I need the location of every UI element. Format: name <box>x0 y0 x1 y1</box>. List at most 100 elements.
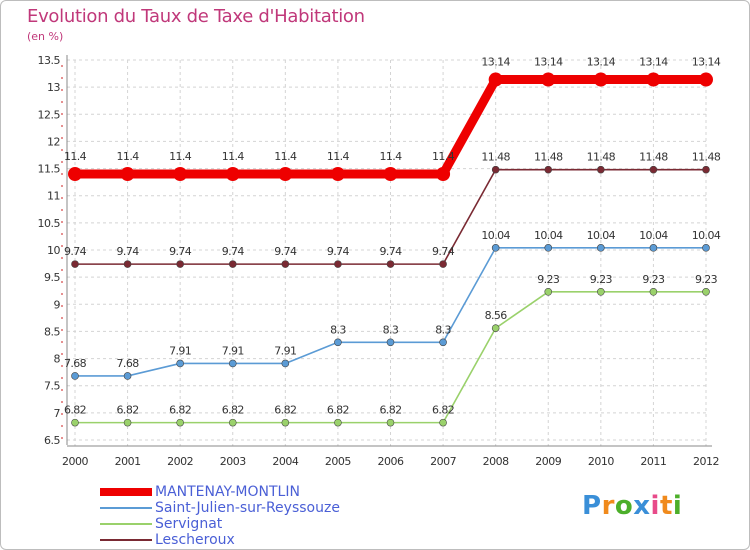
axis-layer: 6.5 7 7.5 8 8.5 9 9.5 10 10.5 11 11.5 12 12.5 13 13.5 2… <box>38 54 720 468</box>
data-label: 11.48 <box>692 151 721 164</box>
data-label: 10.04 <box>639 229 668 242</box>
data-label: 9.74 <box>64 245 87 258</box>
data-label: 11.4 <box>327 150 350 163</box>
data-point <box>544 244 553 252</box>
data-label: 13.14 <box>534 56 563 69</box>
data-label: 13.14 <box>481 56 510 69</box>
data-point <box>228 359 237 368</box>
proxiti-logo: Proxiti <box>582 491 682 521</box>
data-label: 6.82 <box>117 404 139 417</box>
data-label: 11.48 <box>481 151 510 164</box>
logo-letter: t <box>659 491 673 521</box>
data-point <box>597 287 605 296</box>
data-point <box>593 72 608 87</box>
data-point <box>491 165 500 174</box>
data-point <box>491 324 500 332</box>
x-tick-label: 2000 <box>62 455 88 468</box>
data-label: 7.91 <box>274 344 296 357</box>
chart-unit-label: (en %) <box>27 30 64 43</box>
data-point <box>649 244 658 252</box>
data-label: 11.4 <box>222 150 245 163</box>
legend-label: MANTENAY-MONTLIN <box>155 484 300 500</box>
data-point <box>544 287 553 296</box>
data-label: 9.74 <box>117 245 140 258</box>
data-point <box>702 244 710 252</box>
data-label: 9.74 <box>379 245 402 258</box>
data-point <box>281 260 290 268</box>
data-point <box>176 418 184 427</box>
data-label: 8.3 <box>330 323 346 336</box>
x-tick-label: 2010 <box>588 455 614 468</box>
x-tick-label: 2007 <box>430 455 456 468</box>
data-label: 11.48 <box>639 151 668 164</box>
logo-letter: o <box>614 491 634 521</box>
x-tick-label: 2004 <box>272 455 298 468</box>
logo-letter: x <box>633 491 651 521</box>
data-point <box>330 167 345 181</box>
data-point <box>71 372 79 380</box>
data-label: 9.74 <box>222 245 245 258</box>
data-label: 11.4 <box>274 150 297 163</box>
legend-label: Servignat <box>155 516 223 532</box>
y-tick-label: 8 <box>54 353 61 366</box>
x-tick-label: 2009 <box>535 455 561 468</box>
data-point <box>541 72 556 87</box>
data-point <box>123 418 132 427</box>
data-label: 7.91 <box>169 344 191 357</box>
data-label: 6.82 <box>274 404 296 417</box>
data-label: 6.82 <box>432 404 454 417</box>
data-label: 9.74 <box>169 245 192 258</box>
data-label: 6.82 <box>169 404 191 417</box>
data-point <box>436 167 451 181</box>
y-tick-label: 12 <box>47 135 60 148</box>
data-point <box>597 165 605 174</box>
data-point <box>646 72 661 87</box>
data-label: 13.14 <box>639 56 668 69</box>
x-tick-label: 2005 <box>325 455 351 468</box>
data-label: 13.14 <box>587 56 616 69</box>
y-tick-label: 12.5 <box>38 108 61 121</box>
x-tick-label: 2003 <box>220 455 246 468</box>
data-label: 8.3 <box>435 323 451 336</box>
logo-letter: i <box>672 491 683 521</box>
x-tick-label: 2002 <box>167 455 193 468</box>
data-label: 9.74 <box>274 245 297 258</box>
y-tick-label: 13 <box>47 81 60 94</box>
data-point <box>281 418 290 427</box>
data-point <box>439 260 447 268</box>
data-point <box>488 72 503 87</box>
y-tick-label: 13.5 <box>38 54 61 67</box>
data-point <box>176 359 184 368</box>
data-label: 9.74 <box>327 245 350 258</box>
y-tick-label: 11 <box>47 190 60 203</box>
y-tick-label: 7.5 <box>44 380 60 393</box>
series-saint-julien-sur-reyssouze <box>71 244 710 380</box>
data-label: 11.4 <box>432 150 455 163</box>
y-tick-label: 10.5 <box>38 217 61 230</box>
x-tick-label: 2006 <box>378 455 404 468</box>
logo-letter: i <box>650 491 660 521</box>
data-point <box>597 244 605 252</box>
data-point <box>120 167 135 181</box>
x-tick-label: 2012 <box>693 455 719 468</box>
x-tick-label: 2011 <box>640 455 666 468</box>
y-tick-label: 9 <box>54 298 61 311</box>
data-label: 10.04 <box>692 229 721 242</box>
data-point <box>225 167 240 181</box>
legend-swatch <box>100 539 152 541</box>
y-tick-label: 7 <box>54 407 61 420</box>
data-label: 8.56 <box>485 309 508 322</box>
data-point <box>439 418 447 427</box>
legend-swatch <box>100 488 152 496</box>
data-point <box>123 372 132 380</box>
data-point <box>383 167 398 181</box>
y-tick-label: 8.5 <box>44 325 60 338</box>
data-label: 6.82 <box>222 404 244 417</box>
data-point <box>702 165 710 174</box>
data-point <box>123 260 132 268</box>
data-label: 10.04 <box>534 229 563 242</box>
series-servignat <box>71 287 710 427</box>
data-label: 11.4 <box>169 150 192 163</box>
